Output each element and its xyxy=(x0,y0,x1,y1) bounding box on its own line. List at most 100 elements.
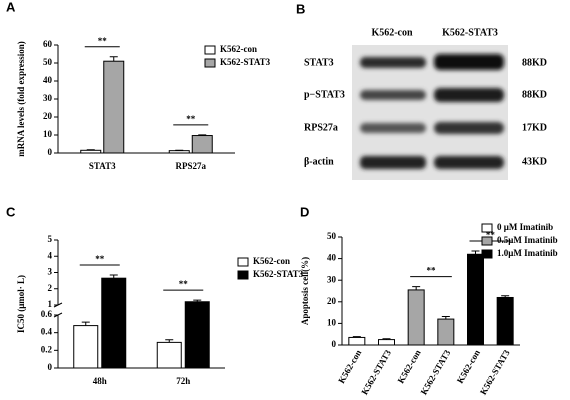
bar xyxy=(378,339,395,346)
error-bar xyxy=(382,338,391,340)
legend-label: 0.5μM Imatinib xyxy=(497,235,558,245)
legend-swatch xyxy=(481,223,493,233)
error-bar xyxy=(109,56,118,62)
y-axis-label: IC50 (μmol· L) xyxy=(16,275,26,333)
band xyxy=(360,90,426,100)
significance-label: ** xyxy=(486,230,496,240)
significance-label: ** xyxy=(427,266,437,276)
y-axis-label: Apoptosis cell(%) xyxy=(300,257,310,325)
significance-label: ** xyxy=(179,279,189,289)
band xyxy=(434,122,504,134)
bar xyxy=(437,318,455,346)
y-tick-label: 30 xyxy=(327,274,337,284)
error-bar xyxy=(86,149,95,151)
row-label: p−STAT3 xyxy=(304,89,345,100)
error-bar xyxy=(352,336,361,338)
legend-label: 1.0μM Imatinib xyxy=(497,248,558,258)
band xyxy=(434,54,504,70)
bar xyxy=(73,325,99,369)
error-bar xyxy=(165,339,174,343)
lane-label: K562-STAT3 xyxy=(442,27,498,38)
lane-label: K562-con xyxy=(371,27,413,38)
x-tick-label: K562-con xyxy=(455,348,482,385)
significance-label: ** xyxy=(95,254,105,264)
bar xyxy=(191,135,213,154)
bar xyxy=(168,150,190,154)
y-tick-label: 0 xyxy=(48,147,53,157)
x-tick-label: RPS27a xyxy=(175,161,206,171)
bar xyxy=(496,296,514,346)
bar xyxy=(80,149,102,154)
x-tick-label: 72h xyxy=(176,376,190,386)
error-bar xyxy=(198,134,207,136)
y-tick-label: 30 xyxy=(43,93,53,103)
error-bar xyxy=(412,286,421,290)
error-bar xyxy=(501,295,510,298)
bar xyxy=(101,277,127,369)
row-label: β-actin xyxy=(304,156,334,167)
error-bar xyxy=(441,315,450,320)
legend-label: K562-con xyxy=(253,256,290,266)
bar xyxy=(407,289,425,346)
legend-swatch xyxy=(237,270,249,280)
legend-swatch xyxy=(204,45,216,55)
bar xyxy=(184,301,210,369)
y-tick-label: 0 xyxy=(332,339,337,349)
significance-label: ** xyxy=(186,114,196,124)
band xyxy=(360,156,426,169)
band xyxy=(434,156,504,169)
size-label: 17KD xyxy=(522,122,547,133)
x-tick-label: STAT3 xyxy=(89,161,116,171)
legend-label: 0 μM Imatinib xyxy=(497,222,553,232)
y-tick-label: 4 xyxy=(48,250,53,260)
y-tick-label: 0.6 xyxy=(41,309,53,319)
legend-label: K562-STAT3 xyxy=(220,57,271,67)
panel-label: B xyxy=(296,1,305,16)
y-tick-label: 10 xyxy=(43,129,53,139)
error-bar xyxy=(471,250,480,255)
x-tick-label: K562-STAT3 xyxy=(419,348,453,397)
y-tick-label: 60 xyxy=(43,39,53,49)
blot-panel: B K562-con K562-STAT3 STAT3 p−STAT3 RPS2… xyxy=(296,1,547,180)
y-tick-label: 0.4 xyxy=(41,327,53,337)
y-tick-label: 10 xyxy=(327,317,337,327)
legend-label: K562-con xyxy=(220,44,257,54)
band xyxy=(360,123,426,133)
bands xyxy=(360,54,504,169)
y-tick-label: 0 xyxy=(48,362,53,372)
x-tick-label: K562-STAT3 xyxy=(478,348,512,397)
row-label: RPS27a xyxy=(304,122,338,133)
band xyxy=(360,57,426,68)
y-tick-label: 50 xyxy=(43,57,53,67)
y-tick-label: 5 xyxy=(48,234,53,244)
y-tick-label: 40 xyxy=(43,75,53,85)
legend-swatch xyxy=(237,257,249,267)
x-tick-label: K562-con xyxy=(336,348,363,385)
x-tick-label: K562-con xyxy=(396,348,423,385)
row-label: STAT3 xyxy=(304,57,334,68)
error-bar xyxy=(81,321,90,326)
size-label: 88KD xyxy=(522,57,547,68)
legend-swatch xyxy=(481,249,493,259)
bar xyxy=(467,253,484,346)
band xyxy=(434,88,504,102)
x-tick-label: 48h xyxy=(93,376,107,386)
bar xyxy=(348,336,366,346)
legend-swatch xyxy=(481,236,493,246)
error-bar xyxy=(193,299,202,302)
y-tick-label: 40 xyxy=(327,253,337,263)
y-tick-label: 20 xyxy=(43,111,53,121)
panel-label: D xyxy=(300,204,309,219)
panel-label: A xyxy=(6,0,16,14)
y-axis-label: mRNA levels (fold expression) xyxy=(16,41,26,157)
bar xyxy=(103,60,125,154)
legend-label: K562-STAT3 xyxy=(253,269,304,279)
size-label: 88KD xyxy=(522,89,547,100)
error-bar xyxy=(109,274,118,279)
y-tick-label: 50 xyxy=(327,231,337,241)
bar xyxy=(156,341,182,369)
significance-label: ** xyxy=(98,36,108,46)
panel-label: C xyxy=(6,204,16,219)
size-label: 43KD xyxy=(522,156,547,167)
x-tick-label: K562-STAT3 xyxy=(359,348,393,397)
